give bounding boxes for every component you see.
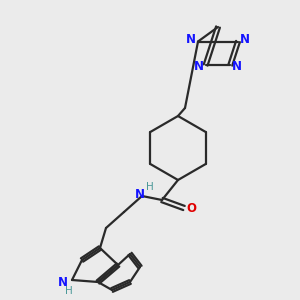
Text: N: N	[240, 33, 250, 46]
Text: N: N	[58, 277, 68, 290]
Text: N: N	[194, 61, 204, 74]
Text: N: N	[232, 61, 242, 74]
Text: H: H	[146, 182, 154, 192]
Text: N: N	[186, 33, 196, 46]
Text: N: N	[135, 188, 145, 202]
Text: H: H	[65, 286, 73, 296]
Text: O: O	[186, 202, 196, 215]
